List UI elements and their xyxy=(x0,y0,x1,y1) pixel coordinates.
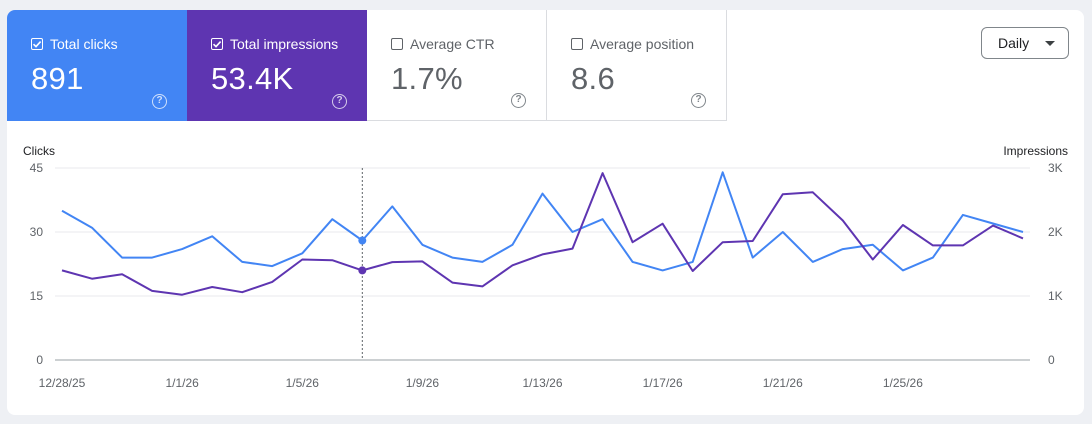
metric-value: 891 xyxy=(31,61,84,96)
x-tick-label: 1/5/26 xyxy=(286,376,320,390)
x-tick-label: 1/13/26 xyxy=(522,376,562,390)
metric-value: 53.4K xyxy=(211,61,294,96)
metric-value: 1.7% xyxy=(391,61,463,96)
checkbox-checked-icon[interactable] xyxy=(211,38,223,50)
y-right-tick-label: 1K xyxy=(1048,289,1063,303)
help-icon[interactable]: ? xyxy=(511,93,526,108)
hover-point-total-clicks xyxy=(358,236,367,245)
x-tick-label: 1/21/26 xyxy=(763,376,803,390)
metric-label: Total clicks xyxy=(50,36,118,52)
y-left-tick-label: 30 xyxy=(30,225,44,239)
caret-down-icon xyxy=(1045,41,1055,46)
y-left-tick-label: 45 xyxy=(30,161,44,175)
y-right-tick-label: 3K xyxy=(1048,161,1063,175)
y-left-tick-label: 15 xyxy=(30,289,44,303)
performance-card: Total clicks 891 ? Total impressions 53.… xyxy=(7,10,1084,415)
checkbox-unchecked-icon[interactable] xyxy=(391,38,403,50)
hover-point-total-impressions xyxy=(358,266,367,275)
period-dropdown-value: Daily xyxy=(998,35,1030,51)
metric-value: 8.6 xyxy=(571,61,615,96)
x-tick-label: 1/1/26 xyxy=(165,376,199,390)
metric-total-impressions[interactable]: Total impressions 53.4K ? xyxy=(187,10,367,121)
performance-chart: Clicks Impressions 0 15 30 45 0 1K 2K 3K 12/28/25 1… xyxy=(23,144,1068,390)
y-right-tick-label: 2K xyxy=(1048,225,1063,239)
metric-total-clicks[interactable]: Total clicks 891 ? xyxy=(7,10,187,121)
metric-average-ctr[interactable]: Average CTR 1.7% ? xyxy=(367,10,547,121)
metric-label: Average position xyxy=(590,36,695,52)
metric-tabs: Total clicks 891 ? Total impressions 53.… xyxy=(7,10,727,121)
y-left-tick-label: 0 xyxy=(36,353,43,367)
period-dropdown[interactable]: Daily xyxy=(981,27,1069,59)
metric-label: Total impressions xyxy=(230,36,339,52)
help-icon[interactable]: ? xyxy=(152,94,167,109)
metric-average-position[interactable]: Average position 8.6 ? xyxy=(547,10,727,121)
x-tick-label: 1/9/26 xyxy=(406,376,440,390)
y-left-axis-title: Clicks xyxy=(23,144,55,158)
series-line-total-impressions xyxy=(61,172,1024,296)
help-icon[interactable]: ? xyxy=(691,93,706,108)
series-line-total-clicks xyxy=(61,171,1024,272)
checkbox-unchecked-icon[interactable] xyxy=(571,38,583,50)
checkbox-checked-icon[interactable] xyxy=(31,38,43,50)
x-tick-label: 1/17/26 xyxy=(643,376,683,390)
y-right-tick-label: 0 xyxy=(1048,353,1055,367)
x-tick-label: 1/25/26 xyxy=(883,376,923,390)
help-icon[interactable]: ? xyxy=(332,94,347,109)
x-tick-label: 12/28/25 xyxy=(39,376,86,390)
metric-label: Average CTR xyxy=(410,36,495,52)
y-right-axis-title: Impressions xyxy=(1003,144,1068,158)
